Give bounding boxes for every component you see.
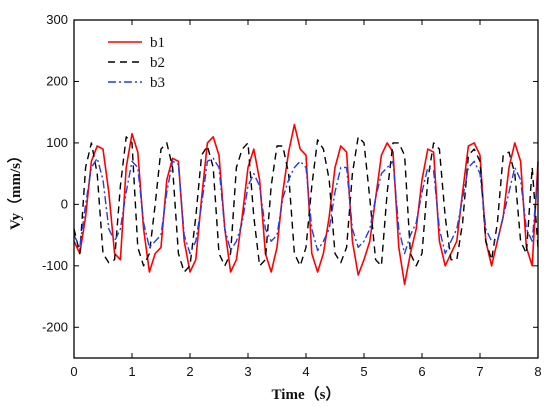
x-tick-label: 6 [418,364,425,379]
series-layer [73,123,539,286]
y-tick-label: 300 [46,12,68,27]
y-tick-label: 0 [61,196,68,211]
y-tick-label: 200 [46,73,68,88]
x-tick-label: 8 [534,364,541,379]
x-tick-label: 7 [476,364,483,379]
series-line-b2 [73,136,539,273]
legend: b1 b2 b3 [108,35,165,91]
x-tick-label: 2 [186,364,193,379]
series-line-b3 [73,157,539,255]
y-axis-title: Vy（mm/s） [6,148,24,230]
legend-label-b2: b2 [150,55,165,71]
x-tick-label: 3 [244,364,251,379]
axes-layer: 0 1 2 3 4 5 6 7 8 -200 -100 0 100 200 300 [42,12,542,379]
x-tick-label: 1 [128,364,135,379]
x-axis-title: Time（s） [272,385,341,403]
legend-label-b3: b3 [150,75,165,91]
x-tick-label: 5 [360,364,367,379]
legend-label-b1: b1 [150,35,165,51]
y-tick-label: -100 [42,258,68,273]
x-tick-label: 0 [70,364,77,379]
y-tick-label: -200 [42,319,68,334]
x-tick-label: 4 [302,364,309,379]
y-tick-label: 100 [46,135,68,150]
